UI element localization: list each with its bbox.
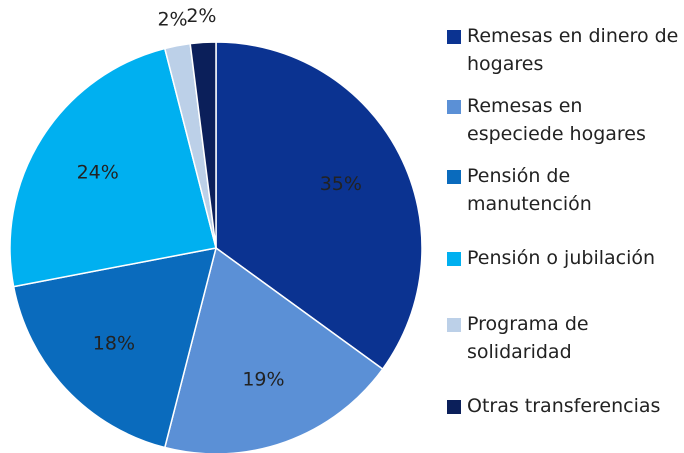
legend-label: Otras transferencias bbox=[467, 395, 661, 417]
legend-item: Remesas en especiede hogares bbox=[447, 92, 679, 148]
pie-slice bbox=[215, 41, 423, 371]
pie-slice bbox=[189, 41, 217, 249]
legend-item: Pensión o jubilación bbox=[447, 244, 679, 272]
pie-slice bbox=[12, 247, 218, 449]
legend-label: Remesas en especiede hogares bbox=[467, 95, 646, 145]
legend-swatch bbox=[447, 252, 461, 266]
data-label: 35% bbox=[320, 173, 362, 195]
pie-slice bbox=[163, 246, 384, 453]
legend-item: Pensión de manutención bbox=[447, 162, 679, 218]
legend-item: Programa de solidaridad bbox=[447, 310, 679, 366]
pie-area: 35% 19% 18% 24% 2%2% bbox=[9, 5, 423, 453]
legend-swatch bbox=[447, 318, 461, 332]
data-label: 18% bbox=[93, 332, 135, 354]
legend-item: Remesas en dinero de hogares bbox=[447, 22, 679, 78]
legend-label: Pensión o jubilación bbox=[467, 247, 656, 269]
legend-swatch bbox=[447, 30, 461, 44]
pie-slice bbox=[9, 47, 217, 288]
legend-swatch bbox=[447, 170, 461, 184]
legend-label: Remesas en dinero de hogares bbox=[467, 25, 679, 75]
legend-swatch bbox=[447, 100, 461, 114]
legend-label: Programa de solidaridad bbox=[467, 313, 589, 363]
data-label: 2% bbox=[186, 5, 216, 27]
data-label: 24% bbox=[77, 161, 119, 183]
legend-item: Otras transferencias bbox=[447, 392, 679, 420]
legend-label: Pensión de manutención bbox=[467, 165, 592, 215]
data-label: 19% bbox=[242, 368, 284, 390]
data-label: 2% bbox=[157, 9, 187, 31]
legend-swatch bbox=[447, 400, 461, 414]
